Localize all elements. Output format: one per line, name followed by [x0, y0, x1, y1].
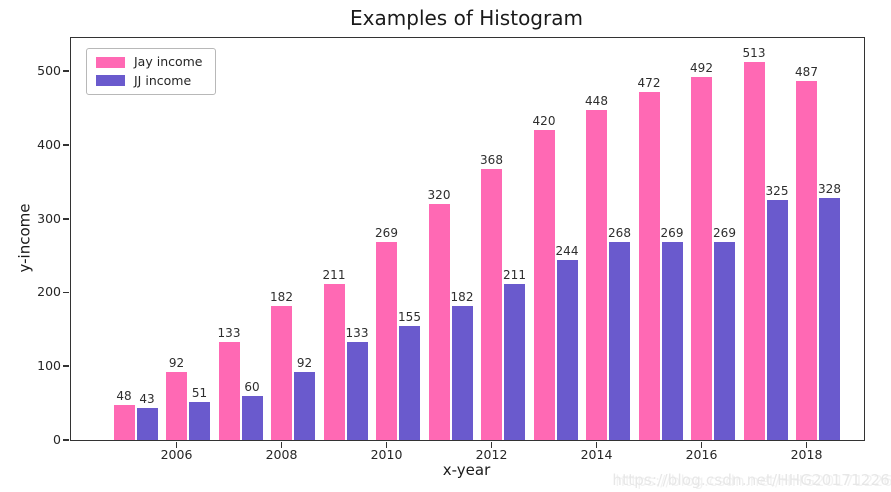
x-tick-2006: [175, 442, 178, 448]
x-tick-label-2014: 2014: [580, 447, 613, 462]
value-label-jj-income-2014: 268: [608, 226, 631, 241]
bar-jj-income-2017: [766, 200, 788, 440]
y-tick-label-200: 200: [37, 284, 61, 300]
bar-jay-income-2012: [481, 168, 502, 440]
value-label-jay-income-2007: 133: [217, 325, 241, 340]
bar-jay-income-2015: [638, 91, 660, 440]
jay-income-swatch: [96, 56, 125, 68]
value-label-jay-income-2013: 420: [532, 114, 556, 129]
x-tick-label-2018: 2018: [790, 447, 823, 462]
y-tick-label-300: 300: [37, 210, 61, 226]
x-tick-label-2008: 2008: [265, 447, 298, 462]
value-label-jay-income-2005: 48: [116, 388, 132, 403]
value-label-jay-income-2011: 320: [427, 187, 451, 202]
y-tick-200: [63, 291, 69, 294]
bar-jj-income-2008: [294, 372, 315, 440]
y-tick-400: [63, 144, 69, 146]
bar-jay-income-2010: [376, 241, 397, 440]
value-label-jj-income-2008: 92: [296, 356, 313, 371]
bar-jay-income-2008: [271, 305, 292, 440]
value-label-jj-income-2018: 328: [818, 182, 841, 197]
plot-area: Jay income JJ income 48 43 92 51 133 60 182 92 2…: [37, 37, 865, 461]
value-label-jj-income-2011: 182: [450, 289, 474, 304]
value-label-jj-income-2012: 211: [503, 268, 526, 283]
bar-jj-income-2011: [451, 305, 473, 440]
x-tick-2014: [595, 442, 598, 448]
y-tick-label-100: 100: [37, 357, 61, 373]
legend-label-jay: Jay income: [134, 54, 203, 69]
bar-jj-income-2005: [136, 408, 158, 440]
y-tick-0: [63, 439, 69, 441]
x-axis-label: x-year: [442, 461, 491, 479]
x-tick-label-2016: 2016: [685, 447, 718, 462]
value-label-jay-income-2006: 92: [168, 356, 185, 371]
bar-jj-income-2009: [346, 341, 368, 440]
value-label-jay-income-2008: 182: [270, 289, 293, 304]
value-label-jj-income-2016: 269: [713, 225, 736, 240]
value-label-jj-income-2010: 155: [398, 309, 421, 324]
y-axis-label-wrap: y-income: [14, 0, 34, 476]
legend-entry-jay: Jay income: [96, 54, 203, 69]
bar-jj-income-2018: [819, 198, 840, 440]
value-label-jj-income-2006: 51: [191, 386, 208, 401]
bar-jj-income-2012: [504, 284, 525, 440]
x-tick-2012: [490, 442, 493, 448]
y-tick-label-0: 0: [53, 431, 61, 447]
y-tick-500: [63, 70, 69, 72]
bar-jay-income-2007: [218, 341, 240, 440]
bar-jay-income-2006: [166, 372, 187, 440]
value-label-jj-income-2015: 269: [660, 225, 684, 240]
x-tick-label-2006: 2006: [160, 447, 193, 462]
jj-income-swatch: [96, 75, 125, 87]
bar-jay-income-2017: [743, 61, 765, 440]
value-label-jj-income-2017: 325: [765, 184, 789, 199]
x-tick-2016: [700, 442, 703, 448]
bar-jay-income-2005: [113, 404, 135, 440]
bar-jay-income-2009: [323, 284, 345, 440]
bar-jj-income-2015: [661, 241, 683, 440]
y-tick-300: [63, 217, 69, 220]
bar-jj-income-2014: [609, 242, 630, 440]
bar-jay-income-2016: [691, 77, 712, 440]
value-label-jay-income-2009: 211: [322, 268, 346, 283]
value-label-jay-income-2018: 487: [795, 64, 818, 79]
value-label-jay-income-2017: 513: [742, 45, 766, 60]
x-tick-2018: [805, 442, 808, 448]
value-label-jj-income-2005: 43: [139, 392, 155, 407]
chart-title: Examples of Histogram: [350, 6, 583, 30]
value-label-jay-income-2014: 448: [585, 93, 608, 108]
bar-jay-income-2013: [533, 130, 555, 440]
legend-entry-jj: JJ income: [96, 72, 203, 88]
y-tick-label-500: 500: [37, 62, 61, 78]
bar-jj-income-2007: [241, 395, 263, 440]
x-tick-label-2010: 2010: [370, 447, 403, 462]
bar-jj-income-2010: [399, 325, 420, 440]
value-label-jj-income-2007: 60: [244, 379, 260, 394]
value-label-jay-income-2016: 492: [690, 61, 713, 76]
x-tick-2008: [280, 442, 283, 448]
value-label-jay-income-2010: 269: [375, 225, 398, 240]
legend-label-jj: JJ income: [134, 72, 192, 88]
value-label-jay-income-2012: 368: [480, 152, 503, 167]
bar-jay-income-2014: [586, 109, 607, 440]
bar-jj-income-2016: [714, 241, 735, 440]
watermark-text: https://blog.csdn.net/HHG20171226: [612, 471, 890, 489]
x-tick-label-2012: 2012: [475, 447, 508, 462]
bar-jay-income-2011: [428, 203, 450, 440]
y-tick-100: [63, 365, 69, 368]
value-label-jj-income-2009: 133: [345, 325, 369, 340]
legend: Jay income JJ income: [86, 48, 216, 95]
value-label-jay-income-2015: 472: [637, 75, 661, 90]
value-label-jj-income-2013: 244: [555, 244, 579, 259]
x-tick-2010: [385, 442, 388, 448]
y-tick-label-400: 400: [37, 136, 61, 152]
y-axis-label: y-income: [15, 203, 33, 273]
bar-jj-income-2013: [556, 260, 578, 440]
bar-jj-income-2006: [189, 402, 210, 440]
bar-jay-income-2018: [796, 80, 817, 440]
